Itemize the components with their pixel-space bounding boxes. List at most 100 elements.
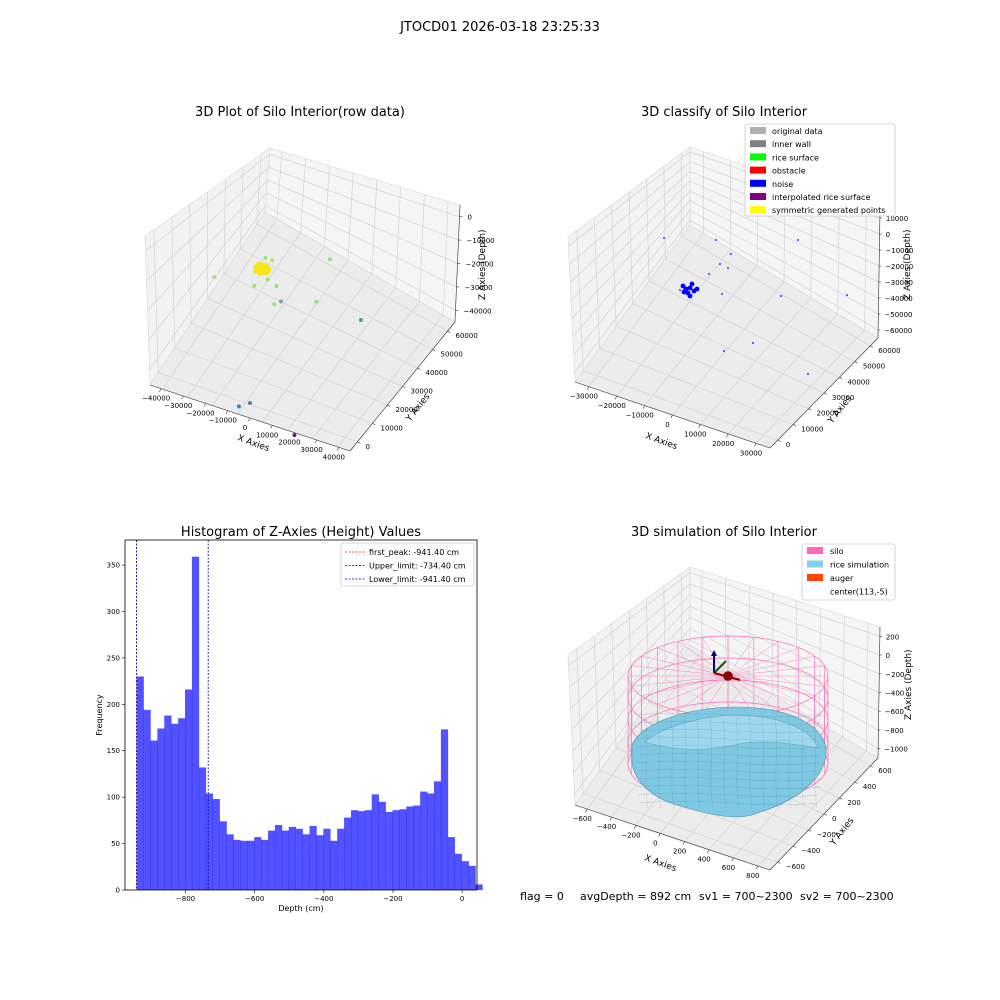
tick-label: 20000 [712,440,734,448]
histogram-bar [371,794,379,890]
tick-mark [777,861,781,864]
tick-label: −40000 [885,295,913,303]
grid-line [569,583,880,688]
raw-3d-points [212,255,363,438]
grid-line [665,258,856,362]
legend-label: interpolated rice surface [772,193,870,202]
noise-point [708,273,710,275]
histogram-bar [461,861,469,890]
data-point [270,258,275,263]
histogram-bar [454,853,462,890]
histogram-bar [323,828,331,890]
histogram-bar [164,715,172,890]
tick-label: 10000 [256,431,278,439]
tick-label: 10000 [381,424,403,432]
tick-mark [387,404,391,407]
simulation-3d-zlabel: Z Axies (Depth) [904,649,914,720]
classify-3d-z-ticks: 10000 0 −10000 −20000 −30000 −40000 −50000 −600… [878,215,914,335]
tick-label: 200 [886,633,899,641]
tick-label: 0 [832,815,836,823]
legend-swatch [807,560,823,568]
tick-label: −20000 [186,409,214,417]
histogram-bar [205,793,213,890]
tick-label: −600 [885,708,904,716]
noise-point [846,294,848,296]
grid-line [145,154,460,252]
raw-3d-axes-box [144,147,461,452]
tick-label: 30000 [740,449,762,457]
tick-mark [609,817,612,821]
auger-marker [711,650,741,681]
data-point [265,277,270,282]
panel-simulation-3d: 3D simulation of Silo Interior −600−400−… [567,525,914,880]
rice-mesh-line [735,715,740,809]
raw-3d-x-ticks: −40000−30000−20000−10000 0 100002000030000… [142,388,345,461]
grid-line [190,322,388,406]
grid-line [149,205,456,371]
cluster-point [262,265,270,273]
legend-swatch [750,206,766,214]
data-point [278,299,283,304]
histogram-bars [136,556,483,890]
data-point [236,404,241,409]
tick-label: −600 [573,815,592,823]
legend-label: rice surface [772,153,819,162]
tick-mark [854,361,858,364]
tick-label: −800 [176,895,195,903]
data-point [327,257,332,262]
legend-label: auger [830,574,854,583]
rice-mesh-line [670,715,675,809]
tick-label: 0 [665,421,669,429]
legend-label: center(113,-5) [830,588,888,597]
raw-3d-z-ticks: 0 −10000 −20000 −30000 −40000 [455,214,495,315]
grid-line [571,190,880,319]
classify-3d-zlabel: Z Axies (Depth) [903,229,913,300]
silo-roof-line [727,675,815,697]
tick-label: 200 [107,701,120,709]
tick-mark [808,408,812,411]
tick-mark [870,345,874,348]
tick-label: 150 [107,747,120,755]
histogram-bar [281,830,290,890]
status-sv2: sv2 = 700~2300 [800,890,894,903]
histogram-vlines [136,540,209,890]
grid-line [583,793,778,863]
rice-mesh-line [709,715,714,809]
legend-label: Upper_limit: -734.40 cm [369,562,466,571]
tick-label: 200 [847,799,860,807]
simulation-3d-title: 3D simulation of Silo Interior [631,525,818,540]
tick-label: 600 [722,864,735,872]
tick-mark [417,367,421,370]
tick-label: 0 [460,895,464,903]
tick-label: 20000 [817,410,839,418]
tick-label: 10000 [684,430,706,438]
grid-line [615,325,809,410]
tick-mark [159,388,162,392]
legend-swatch [807,547,823,554]
histogram-bar [447,837,456,890]
simulation-3d-x-ticks: −600 −400 −200 0 200 400 600 800 [573,808,760,880]
tick-label: 400 [697,856,710,864]
tick-mark [614,395,618,400]
histogram-bar [233,839,241,890]
rice-mesh-line [774,715,779,809]
noise-point [719,263,721,265]
status-sv1: sv1 = 700~2300 [699,890,793,903]
legend-label: Lower_limit: -941.40 cm [369,575,466,584]
tick-label: 250 [107,654,120,662]
tick-mark [777,439,781,442]
histogram-bar [406,806,414,890]
silo-roof-line [727,675,779,711]
grid-line [864,205,867,330]
data-point [263,255,268,260]
tick-label: 0 [653,839,657,847]
grid-line [576,230,584,371]
histogram-legend: first_peak: -941.40 cm Upper_limit: -734.… [340,542,475,587]
tick-label: −50000 [884,311,912,319]
histogram-bar [427,793,435,890]
tick-mark [731,857,734,862]
rice-mesh-line [787,715,792,809]
tick-mark [670,414,673,419]
noise-point [721,293,723,295]
